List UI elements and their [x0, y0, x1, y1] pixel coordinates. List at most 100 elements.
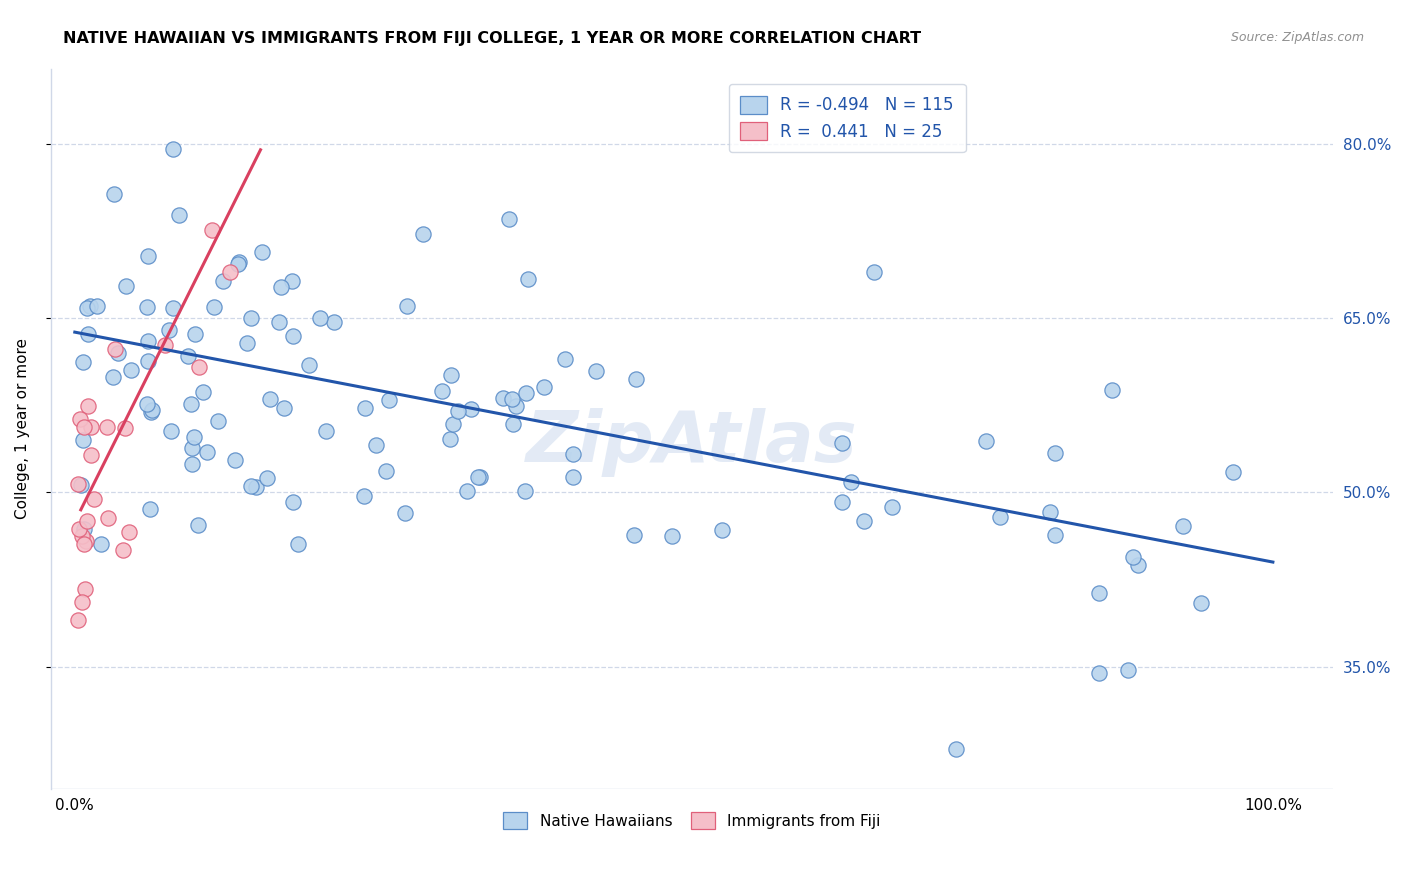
Point — [502, 417, 524, 431]
Point — [207, 414, 229, 428]
Point — [1189, 596, 1212, 610]
Point — [441, 417, 464, 432]
Point — [226, 257, 249, 271]
Point — [1222, 465, 1244, 479]
Y-axis label: College, 1 year or more: College, 1 year or more — [15, 338, 30, 519]
Point — [1039, 505, 1062, 519]
Point — [83, 491, 105, 506]
Point — [492, 391, 515, 405]
Point — [77, 399, 100, 413]
Point — [90, 536, 112, 550]
Point — [240, 478, 263, 492]
Point — [308, 310, 330, 325]
Point — [554, 351, 576, 366]
Point — [195, 444, 218, 458]
Point — [77, 326, 100, 341]
Point — [298, 359, 321, 373]
Point — [75, 533, 97, 548]
Point — [505, 400, 527, 414]
Point — [136, 354, 159, 368]
Point — [162, 301, 184, 315]
Point — [180, 397, 202, 411]
Point — [187, 518, 209, 533]
Point — [1126, 558, 1149, 572]
Point — [353, 489, 375, 503]
Point — [118, 524, 141, 539]
Point — [439, 432, 461, 446]
Point — [467, 470, 489, 484]
Point — [96, 419, 118, 434]
Point — [287, 537, 309, 551]
Point — [115, 278, 138, 293]
Point — [162, 142, 184, 156]
Point — [394, 506, 416, 520]
Point — [1171, 519, 1194, 533]
Point — [67, 522, 90, 536]
Point — [66, 613, 89, 627]
Point — [80, 449, 103, 463]
Point — [988, 510, 1011, 524]
Point — [139, 405, 162, 419]
Point — [236, 335, 259, 350]
Point — [245, 480, 267, 494]
Point — [104, 342, 127, 356]
Point — [283, 495, 305, 509]
Point — [468, 470, 491, 484]
Point — [177, 350, 200, 364]
Point — [120, 362, 142, 376]
Point — [76, 301, 98, 315]
Point — [354, 401, 377, 416]
Point — [439, 368, 461, 382]
Point — [623, 528, 645, 542]
Point — [167, 208, 190, 222]
Point — [135, 397, 157, 411]
Point — [323, 315, 346, 329]
Point — [136, 249, 159, 263]
Point — [79, 299, 101, 313]
Point — [839, 475, 862, 489]
Point — [1045, 446, 1067, 460]
Point — [184, 326, 207, 341]
Point — [378, 392, 401, 407]
Point — [72, 355, 94, 369]
Point — [80, 419, 103, 434]
Point — [283, 329, 305, 343]
Point — [188, 360, 211, 375]
Point — [218, 265, 240, 279]
Point — [315, 424, 337, 438]
Point — [202, 300, 225, 314]
Point — [211, 274, 233, 288]
Point — [501, 392, 523, 406]
Point — [974, 434, 997, 449]
Point — [101, 370, 124, 384]
Point — [498, 212, 520, 227]
Point — [180, 441, 202, 455]
Point — [72, 434, 94, 448]
Point — [661, 529, 683, 543]
Point — [412, 227, 434, 241]
Point — [281, 274, 304, 288]
Point — [375, 464, 398, 478]
Point — [853, 514, 876, 528]
Point — [831, 494, 853, 508]
Point — [107, 346, 129, 360]
Point — [139, 501, 162, 516]
Point — [136, 334, 159, 348]
Point — [516, 272, 538, 286]
Point — [66, 476, 89, 491]
Point — [72, 522, 94, 536]
Point — [447, 404, 470, 418]
Point — [160, 424, 183, 438]
Point — [1122, 550, 1144, 565]
Point — [193, 384, 215, 399]
Point — [1088, 585, 1111, 599]
Point — [70, 478, 93, 492]
Point — [75, 582, 97, 597]
Point — [460, 401, 482, 416]
Point — [155, 337, 177, 351]
Text: ZipAtlas: ZipAtlas — [526, 409, 858, 477]
Point — [273, 401, 295, 415]
Point — [624, 372, 647, 386]
Point — [513, 483, 536, 498]
Point — [562, 447, 585, 461]
